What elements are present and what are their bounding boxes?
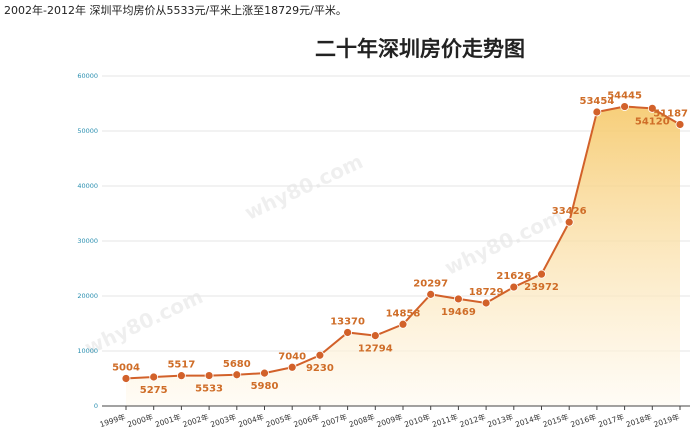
x-tick-label: 2011年 [431,411,460,429]
x-tick-label: 2012年 [458,411,487,429]
data-label: 54445 [607,91,642,102]
x-tick-label: 2003年 [209,411,238,429]
y-tick-label: 30000 [77,237,98,245]
x-tick-label: 2001年 [154,411,183,429]
data-point [315,350,325,360]
y-tick-label: 20000 [77,292,98,300]
data-label: 12794 [358,344,393,355]
data-point [343,328,353,337]
data-point [176,371,186,381]
data-label: 20297 [413,278,448,289]
x-tick-label: 2004年 [237,411,266,429]
data-point [675,120,685,129]
x-tick-label: 1999年 [98,411,127,429]
x-tick-label: 2013年 [486,411,515,429]
data-label: 14858 [386,308,421,319]
chart-title: 二十年深圳房价走势图 [315,37,525,61]
data-point [260,368,269,378]
data-point [287,362,297,372]
y-tick-label: 40000 [77,182,98,190]
x-tick-label: 2009年 [375,411,404,429]
x-tick-label: 2019年 [652,411,681,429]
data-label: 54120 [635,116,670,127]
data-point [370,331,380,341]
data-label: 5275 [140,385,168,396]
y-tick-label: 60000 [77,72,98,80]
data-point [647,103,657,113]
data-label: 5680 [223,359,251,370]
data-points [121,102,685,383]
x-tick-label: 2016年 [569,411,598,429]
data-label: 18729 [469,287,504,298]
x-tick-label: 2002年 [181,411,210,429]
x-tick-label: 2010年 [403,411,432,429]
data-point [232,370,242,380]
y-tick-label: 0 [94,402,98,410]
watermark-text: why80.com [241,149,367,225]
data-label: 21626 [496,271,531,282]
x-tick-label: 2005年 [264,411,293,429]
y-tick-label: 50000 [77,127,98,135]
data-point [121,374,131,383]
data-label: 7040 [278,351,306,362]
y-tick-label: 10000 [77,347,98,355]
caption: 2002年-2012年 深圳平均房价从5533元/平米上涨至18729元/平米。 [4,4,347,17]
x-tick-label: 2014年 [514,411,543,429]
data-point [564,217,574,227]
data-label: 5004 [112,362,140,373]
data-point [592,107,602,117]
data-point [204,371,214,380]
data-point [620,102,629,111]
data-label: 9230 [306,363,334,374]
x-tick-label: 2008年 [348,411,377,429]
data-point [481,298,491,308]
x-axis-tick-marks [125,406,681,410]
y-axis-ticks: 0 10000 20000 30000 40000 50000 60000 [77,72,98,410]
x-tick-label: 2006年 [292,411,321,429]
data-point [398,319,408,329]
watermark-text: why80.com [81,284,207,360]
data-point [149,372,159,382]
data-label: 13370 [330,316,365,327]
x-tick-label: 2017年 [597,411,626,429]
data-point [453,294,463,304]
data-label: 53454 [580,96,615,107]
area-fill [126,106,680,407]
data-point [426,289,436,299]
data-point [537,269,546,279]
x-tick-label: 2018年 [625,411,654,429]
data-label: 33426 [552,206,587,217]
x-tick-label: 2007年 [320,411,349,429]
data-label: 23972 [524,282,559,293]
x-tick-label: 2015年 [541,411,570,429]
x-axis-labels: 1999年 2000年 2001年 2002年 2003年 2004年 2005年 2006年… [98,411,681,429]
data-label: 5517 [167,360,195,371]
data-label: 5980 [251,381,279,392]
x-tick-label: 2000年 [126,411,155,429]
data-point [509,282,519,292]
data-label: 5533 [195,384,223,395]
data-label: 19469 [441,307,476,318]
data-label: 51187 [653,108,688,119]
